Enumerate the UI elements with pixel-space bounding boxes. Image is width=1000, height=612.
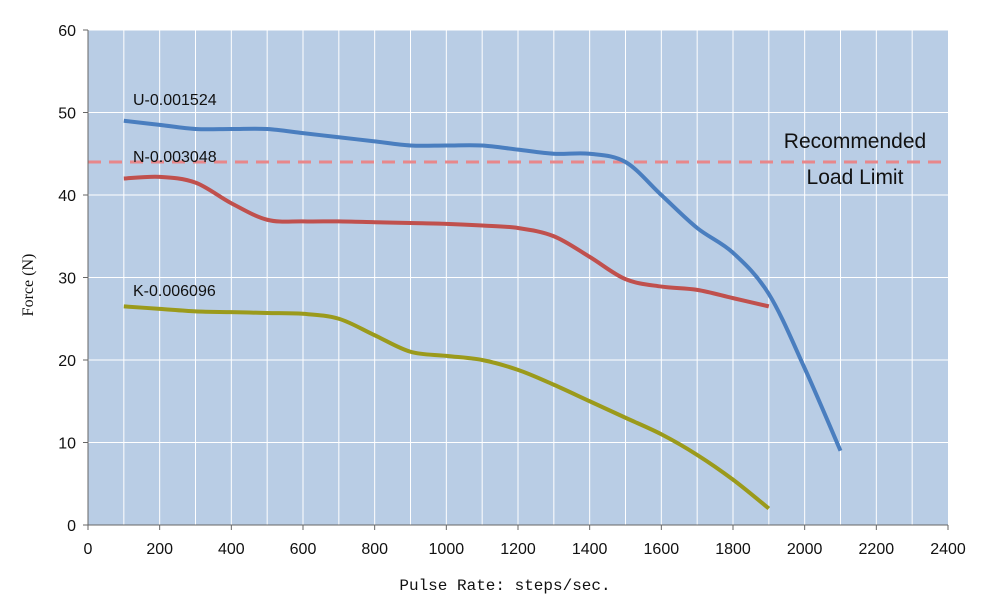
x-tick-label: 1000 xyxy=(429,541,465,558)
gridlines xyxy=(88,29,948,525)
x-axis-title: Pulse Rate: steps/sec. xyxy=(399,577,610,595)
series-line-n xyxy=(123,174,770,309)
y-tick-label: 10 xyxy=(58,436,76,453)
y-tick-label: 0 xyxy=(67,518,76,535)
series-label-k: K-0.006096 xyxy=(133,283,216,300)
y-axis-title: Force (N) xyxy=(20,254,37,317)
series-label-n: N-0.003048 xyxy=(133,149,217,166)
x-tick-label: 1800 xyxy=(715,541,751,558)
y-tick-label: 60 xyxy=(58,23,76,40)
x-tick-label: 0 xyxy=(84,541,93,558)
x-tick-label: 2400 xyxy=(930,541,966,558)
series-layer xyxy=(123,118,843,511)
series-line-u xyxy=(123,118,843,452)
x-tick-label: 600 xyxy=(290,541,317,558)
y-tick-label: 20 xyxy=(58,353,76,370)
x-tick-label: 1600 xyxy=(644,541,680,558)
x-tick-label: 200 xyxy=(146,541,173,558)
series-line-k xyxy=(123,304,771,511)
x-tick-label: 400 xyxy=(218,541,245,558)
reference-label-line2: Load Limit xyxy=(807,166,904,189)
series-label-u: U-0.001524 xyxy=(133,92,217,109)
y-tick-label: 30 xyxy=(58,271,76,288)
y-tick-labels: 0 10 20 30 40 50 60 xyxy=(58,23,88,535)
y-tick-label: 40 xyxy=(58,188,76,205)
x-tick-labels: 0 200 400 600 800 1000 1200 1400 1600 1800 2000 220… xyxy=(84,525,966,558)
x-tick-label: 2000 xyxy=(787,541,823,558)
x-tick-label: 2200 xyxy=(859,541,895,558)
x-tick-label: 800 xyxy=(361,541,388,558)
reference-label-line1: Recommended xyxy=(784,130,926,153)
x-tick-label: 1200 xyxy=(500,541,536,558)
x-tick-label: 1400 xyxy=(572,541,608,558)
y-tick-label: 50 xyxy=(58,106,76,123)
